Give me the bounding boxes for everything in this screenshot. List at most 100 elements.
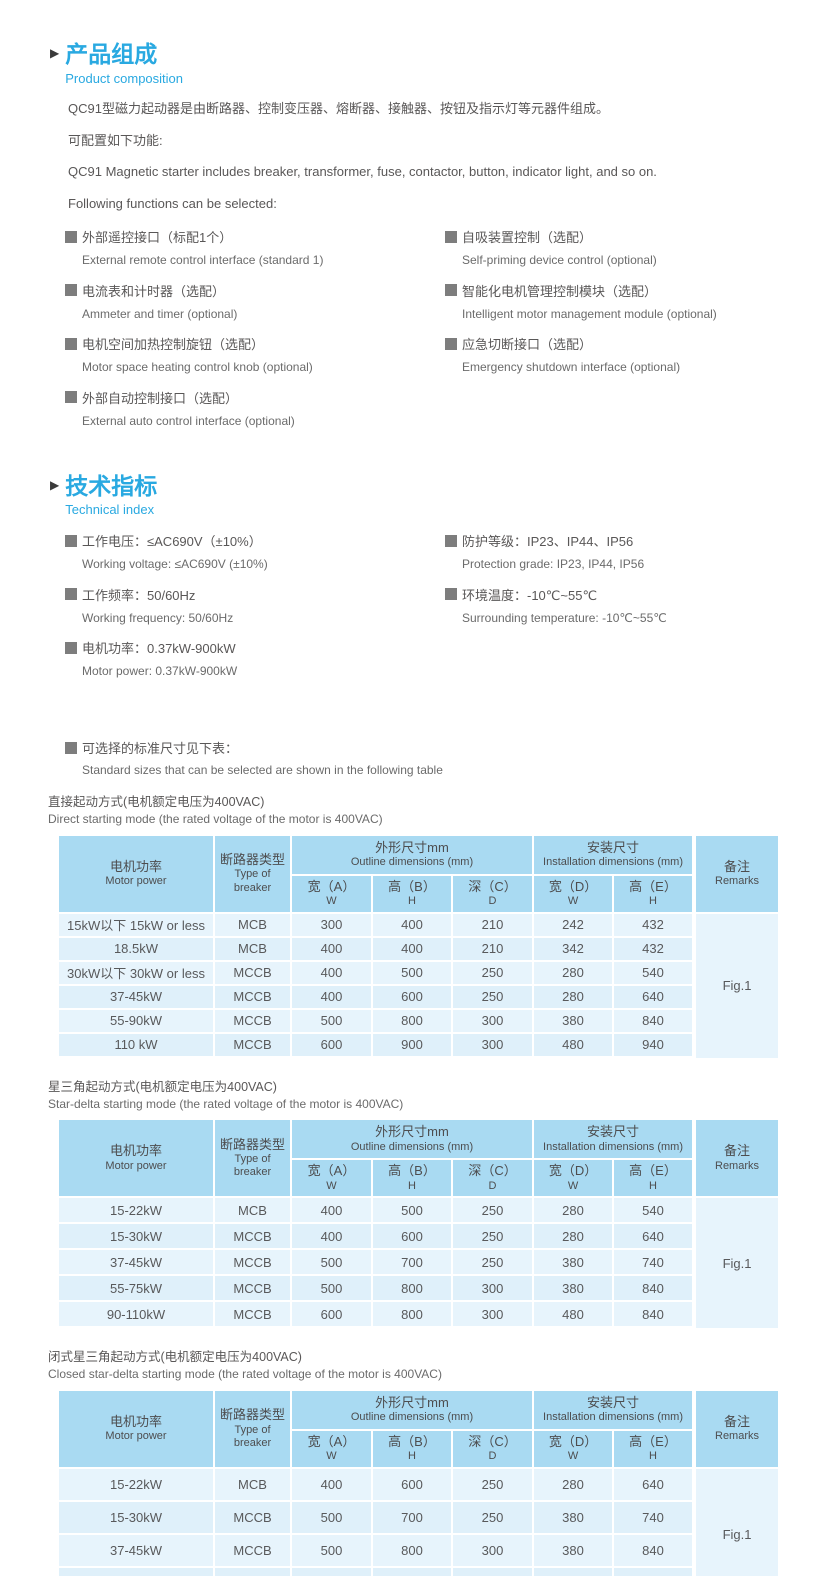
cell-remark: Fig.1 [696, 1468, 779, 1576]
header-en: H [649, 895, 657, 908]
header-depth-c: 深（C） D [450, 873, 535, 914]
cell-width-d: 280 [532, 1466, 615, 1502]
cell-width-a: 600 [290, 1031, 373, 1058]
cell-motor-power: 37-45kW [57, 1248, 215, 1277]
header-height-e: 高（E） H [612, 1428, 695, 1469]
feature-label-zh: 电机空间加热控制旋钮（选配） [82, 337, 265, 353]
cell-width-d: 380 [532, 1007, 615, 1034]
feature-zh-line: 电机空间加热控制旋钮（选配） [65, 334, 445, 353]
cell-height-b: 800 [371, 1532, 453, 1568]
spec-zh-line: 环境温度：-10℃~55℃ [445, 585, 790, 604]
header-zh: 宽（D） [548, 1433, 598, 1449]
cell-depth-c: 250 [450, 1499, 535, 1535]
cell-depth-c: 250 [450, 1196, 535, 1225]
feature-label-en: Self-priming device control (optional) [462, 253, 657, 268]
note-zh-line: 可选择的标准尺寸见下表： [65, 738, 790, 757]
spec-item: 防护等级：IP23、IP44、IP56 Protection grade: IP… [445, 531, 790, 573]
header-zh: 高（E） [629, 1433, 677, 1449]
table-row: 30kW以下 30kW or less MCCB 400 500 250 280… [57, 959, 695, 986]
section-header: ▶ 产品组成 Product composition [50, 40, 790, 86]
cell-breaker-type: MCCB [213, 959, 292, 986]
header-depth-c: 深（C） D [450, 1428, 535, 1469]
spec-table-direct: 电机功率 Motor power 断路器类型 Type of breaker 外形尺… [57, 833, 790, 1058]
cell-height-e: 540 [612, 1196, 695, 1225]
spec-table-main: 电机功率 Motor power 断路器类型 Type of breaker 外形尺… [57, 1388, 695, 1576]
header-en: Outline dimensions (mm) [350, 1140, 474, 1153]
cell-motor-power: 15-30kW [57, 1499, 215, 1535]
table-row: 110 kW MCCB 600 900 300 480 940 [57, 1031, 695, 1058]
table-caption-closed-star-delta: 闭式星三角起动方式(电机额定电压为400VAC) Closed star-del… [48, 1348, 790, 1384]
section-title-zh: 技术指标 [65, 472, 158, 499]
cell-depth-c: 210 [450, 911, 535, 938]
header-zh: 高（B） [388, 1163, 436, 1179]
feature-label-zh: 智能化电机管理控制模块（选配） [462, 283, 658, 299]
cell-height-e: 840 [612, 1274, 695, 1303]
spec-zh-line: 电机功率：0.37kW-900kW [65, 638, 445, 657]
remarks-column: 备注 Remarks Fig.1 [696, 834, 779, 1058]
header-en: W [567, 1450, 579, 1463]
header-en: H [649, 1179, 657, 1192]
cell-breaker-type: MCCB [213, 1248, 292, 1277]
spec-label-zh: 工作电压：≤AC690V（±10%） [82, 534, 262, 550]
cell-width-a: 400 [290, 935, 373, 962]
bullet-square-icon [65, 337, 77, 350]
cell-height-b: 500 [371, 959, 453, 986]
header-width-a: 宽（A） W [290, 1158, 373, 1199]
spec-list: 工作电压：≤AC690V（±10%） Working voltage: ≤AC6… [65, 531, 790, 692]
header-height-b: 高（B） H [371, 873, 453, 914]
cell-depth-c: 250 [450, 983, 535, 1010]
caption-zh: 直接起动方式(电机额定电压为400VAC) [48, 795, 265, 810]
cell-breaker-type: MCB [213, 935, 292, 962]
section-product-composition: ▶ 产品组成 Product composition QC91型磁力起动器是由断… [50, 40, 790, 442]
cell-motor-power: 55-75kW [57, 1274, 215, 1303]
header-zh: 断路器类型 [219, 852, 285, 868]
header-remarks: 备注 Remarks [696, 1120, 779, 1199]
table-row: 55-75kW MCCB 500 800 300 380 840 [57, 1274, 695, 1303]
table-row: 37-45kW MCCB 500 700 250 380 740 [57, 1248, 695, 1277]
cell-width-a: 500 [290, 1248, 373, 1277]
cell-width-d: 380 [532, 1499, 615, 1535]
cell-height-b: 600 [371, 1466, 453, 1502]
header-en: D [488, 895, 497, 908]
cell-breaker-type: MCCB [213, 1007, 292, 1034]
header-zh: 外形尺寸mm [375, 839, 449, 855]
table-head: 电机功率 Motor power 断路器类型 Type of breaker 外形尺… [57, 833, 695, 914]
spec-table-main: 电机功率 Motor power 断路器类型 Type of breaker 外形尺… [57, 1118, 695, 1329]
cell-depth-c: 250 [450, 959, 535, 986]
feature-zh-line: 自吸装置控制（选配） [445, 227, 790, 246]
cell-breaker-type: MCCB [213, 1274, 292, 1303]
cell-breaker-type: MCCB [213, 983, 292, 1010]
spec-label-zh: 环境温度：-10℃~55℃ [462, 587, 598, 603]
header-en: H [408, 1450, 416, 1463]
header-en: Type of breaker [233, 1153, 272, 1179]
header-zh: 安装尺寸 [587, 839, 640, 855]
header-height-b: 高（B） H [371, 1428, 453, 1469]
cell-width-a: 500 [290, 1007, 373, 1034]
cell-width-a: 600 [290, 1300, 373, 1329]
feature-item: 应急切断接口（选配） Emergency shutdown interface … [445, 334, 790, 376]
header-en: Motor power [105, 1430, 167, 1443]
spec-label-zh: 电机功率：0.37kW-900kW [82, 641, 236, 657]
header-breaker-type: 断路器类型 Type of breaker [213, 833, 292, 914]
cell-height-e: 640 [612, 983, 695, 1010]
feature-item: 外部遥控接口（标配1个） External remote control int… [65, 227, 445, 269]
bullet-square-icon [65, 230, 77, 243]
header-width-d: 宽（D） W [532, 1158, 615, 1199]
table-row: 15kW以下 15kW or less MCB 300 400 210 242 … [57, 911, 695, 938]
cell-height-b: 600 [371, 1222, 453, 1251]
header-zh: 高（B） [388, 878, 436, 894]
header-zh: 深（C） [468, 878, 517, 894]
cell-height-b: 800 [371, 1565, 453, 1576]
cell-depth-c: 210 [450, 935, 535, 962]
spec-label-zh: 工作频率：50/60Hz [82, 587, 196, 603]
cell-depth-c: 300 [450, 1300, 535, 1329]
header-zh: 断路器类型 [219, 1136, 285, 1152]
bullet-square-icon [65, 534, 77, 547]
section-title-en: Technical index [65, 502, 155, 518]
cell-width-d: 380 [532, 1532, 615, 1568]
spec-table-closed-star-delta: 电机功率 Motor power 断路器类型 Type of breaker 外形尺… [57, 1388, 790, 1576]
header-en: W [326, 1450, 337, 1463]
feature-label-en: Intelligent motor management module (opt… [462, 306, 717, 321]
remarks-column: 备注 Remarks Fig.1 [696, 1389, 779, 1576]
spec-label-en: Working voltage: ≤AC690V (±10%) [82, 557, 268, 572]
